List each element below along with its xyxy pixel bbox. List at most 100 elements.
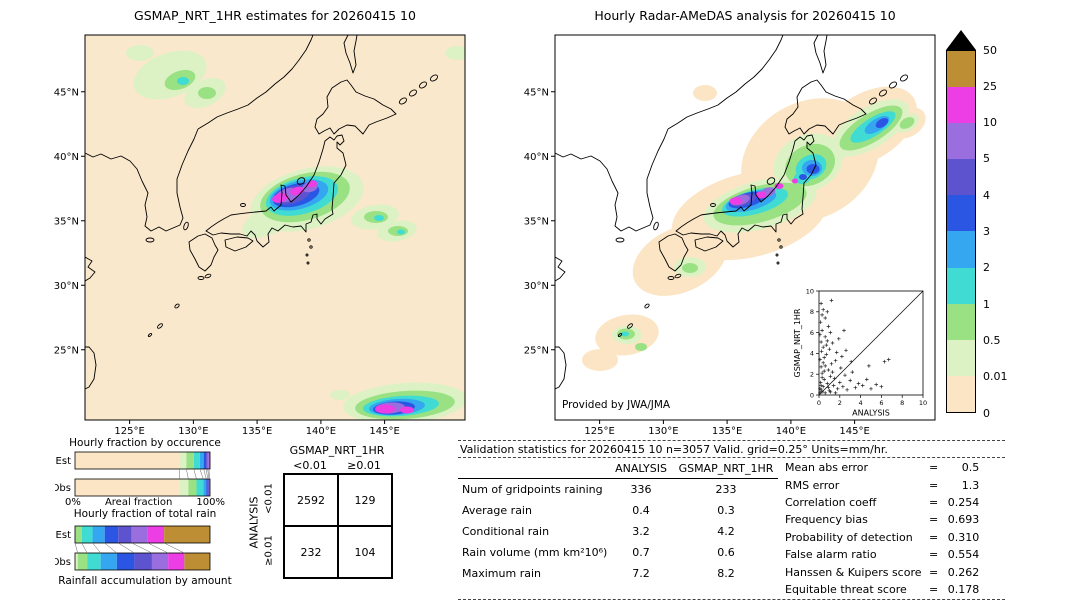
stat-row: Probability of detection = 0.310 — [785, 529, 979, 546]
occurrence-bar-chart: Est Obs — [55, 451, 211, 497]
scatter-point — [833, 358, 838, 363]
bar-segment — [199, 452, 204, 469]
bar-row-label: Obs — [55, 557, 71, 568]
bar-outline — [74, 478, 211, 497]
lon-tick-label: 135°E — [242, 426, 272, 437]
lat-tick-label: 35°N — [524, 216, 549, 227]
scatter-point — [820, 375, 824, 380]
vt-row-label: Num of gridpoints raining — [462, 483, 603, 496]
bar-segment — [206, 452, 208, 469]
bar-segment — [193, 452, 200, 469]
stat-row: False alarm ratio = 0.554 — [785, 546, 979, 563]
lat-tick-label: 30°N — [524, 281, 549, 292]
stat-label: Hanssen & Kuipers score — [785, 565, 922, 579]
scatter-point — [882, 359, 887, 364]
lon-tick-label: 145°E — [369, 426, 399, 437]
colorbar-tick-label: 0.5 — [983, 333, 1001, 347]
bar-connector — [207, 468, 210, 480]
bar-connector — [104, 542, 118, 554]
bar-connector — [186, 468, 189, 480]
lat-tick-label: 40°N — [524, 152, 549, 163]
bar-segment — [147, 526, 165, 543]
scatter-point — [824, 352, 829, 357]
lon-tick-label: 140°E — [776, 426, 806, 437]
scatter-point — [830, 370, 835, 374]
inset-x-tick-label: 4 — [859, 399, 863, 407]
scatter-point — [824, 343, 829, 347]
inset-y-tick-label: 6 — [810, 329, 814, 337]
lon-tick-label: 130°E — [178, 426, 208, 437]
scatter-point — [844, 348, 848, 353]
lat-tick-label: 35°N — [54, 216, 79, 227]
stat-value: 0.554 — [947, 548, 980, 562]
inset-y-tick-label: 2 — [810, 371, 814, 379]
scatter-point — [832, 376, 837, 381]
scatter-point — [820, 371, 824, 375]
scatter-point — [874, 382, 878, 387]
vt-header-gsmap: GSMAP_NRT_1HR — [674, 461, 778, 479]
vt-row-label: Average rain — [462, 504, 532, 517]
contingency-row-label: ≥0.01 — [263, 535, 275, 566]
stat-row: Frequency bias = 0.693 — [785, 511, 979, 528]
contingency-row-label: <0.01 — [263, 483, 275, 514]
scatter-point — [819, 365, 823, 369]
vt-value: 3.2 — [632, 525, 650, 538]
vt-row-label: Maximum rain — [462, 567, 541, 580]
scatter-point — [848, 378, 852, 383]
scatter-point — [867, 364, 871, 368]
colorbar-cells — [946, 50, 976, 413]
inset-x-tick-label: 6 — [879, 399, 883, 407]
scatter-point — [849, 359, 853, 364]
vt-value: 0.4 — [632, 504, 650, 517]
stat-row: Hanssen & Kuipers score = 0.262 — [785, 563, 979, 580]
colorbar-cell — [947, 51, 975, 88]
inset-y-label: GSMAP_NRT_1HR — [793, 308, 802, 377]
scatter-point — [819, 340, 823, 344]
bar-segment — [75, 553, 78, 570]
scatter-point — [821, 307, 825, 312]
scatter-point — [825, 381, 830, 386]
stat-label: False alarm ratio — [785, 548, 877, 562]
vt-row-label: Conditional rain — [462, 525, 550, 538]
scatter-point — [821, 361, 825, 365]
scatter-point — [822, 369, 826, 373]
credit-text: Provided by JWA/JMA — [562, 399, 671, 411]
scatter-inset: 0 2 4 6 8 10 0 2 4 6 8 10 ANALYSIS GSMAP_NRT_1HR — [793, 285, 929, 418]
scatter-point — [842, 328, 846, 333]
scatter-point — [879, 384, 884, 389]
validation-table: ANALYSIS GSMAP_NRT_1HR Num of gridpoints… — [458, 461, 778, 584]
stat-row: Mean abs error = 0.5 — [785, 459, 979, 476]
scatter-point — [823, 364, 827, 368]
right-map-title: Hourly Radar-AMeDAS analysis for 2026041… — [594, 8, 896, 23]
left-map-title: GSMAP_NRT_1HR estimates for 20260415 10 — [134, 8, 416, 23]
bar-segment — [203, 452, 207, 469]
bar-segment — [75, 479, 180, 496]
bar-segment — [196, 479, 204, 496]
colorbar-cell — [947, 267, 975, 304]
lat-tick-label: 45°N — [524, 87, 549, 98]
bar-connector — [208, 468, 210, 480]
colorbar-tick-label: 50 — [983, 43, 997, 57]
bar-segment — [208, 452, 210, 469]
inset-x-tick-label: 0 — [817, 399, 821, 407]
scatter-point — [818, 320, 823, 324]
stat-label: Equitable threat score — [785, 582, 907, 596]
scatter-point — [826, 368, 831, 372]
inset-x-tick-label: 2 — [838, 399, 842, 407]
scatter-point — [820, 313, 824, 317]
right-map-ticks — [551, 91, 856, 424]
scatter-point — [860, 383, 865, 388]
lon-tick-label: 145°E — [839, 426, 869, 437]
scatter-point — [829, 362, 834, 366]
inset-y-tick-label: 0 — [810, 391, 814, 399]
colorbar-cell — [947, 87, 975, 124]
vt-value: 336 — [630, 483, 652, 496]
scatter-point — [838, 380, 842, 385]
vt-value: 7.2 — [632, 567, 650, 580]
bar-segment — [208, 479, 210, 496]
contingency-cell: 129 — [338, 474, 392, 526]
contingency-col-labels: <0.01 ≥0.01 — [283, 459, 391, 472]
stat-value: 0.262 — [947, 565, 980, 579]
stat-value: 1.3 — [961, 478, 980, 492]
colorbar-over-triangle — [946, 30, 976, 50]
